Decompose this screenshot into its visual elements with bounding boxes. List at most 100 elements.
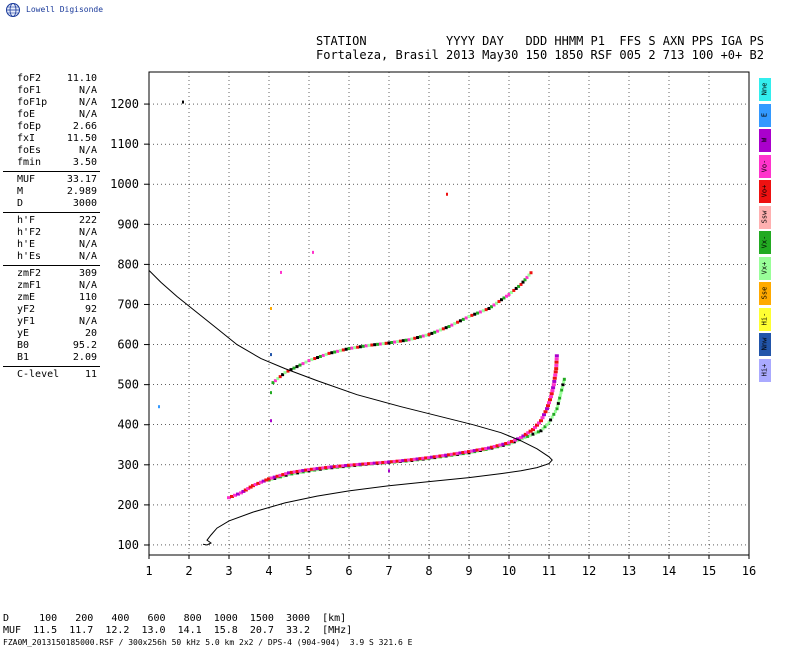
legend-item: Nnw: [759, 333, 771, 356]
o-trace-point: [554, 357, 559, 361]
multiple-trace-point: [509, 290, 513, 294]
y-tick-label: 900: [117, 217, 139, 231]
param-separator: [3, 212, 100, 213]
param-row: zmF1 N/A: [3, 280, 97, 292]
o-trace-point: [309, 467, 314, 471]
param-key: h'F2: [17, 227, 42, 238]
param-row: B0 95.2: [3, 340, 97, 352]
o-trace-point: [301, 469, 306, 473]
legend-item: Vo+: [759, 180, 771, 203]
multiple-trace-point: [316, 356, 320, 360]
o-trace-point: [269, 476, 274, 480]
multiple-trace-point: [398, 339, 402, 343]
o-trace-point: [424, 456, 429, 460]
multiple-trace-point: [523, 278, 527, 282]
o-trace-point: [539, 419, 543, 423]
o-trace-point: [484, 446, 489, 450]
o-trace-point: [554, 354, 559, 358]
x-trace-point: [547, 421, 551, 425]
param-key: B1: [17, 352, 30, 363]
multiple-trace-point: [307, 359, 311, 363]
o-trace-point: [241, 489, 246, 493]
x-trace-point: [528, 433, 532, 437]
o-trace-point: [321, 466, 326, 470]
o-trace-point: [261, 479, 266, 483]
multiple-trace-point: [514, 286, 518, 290]
o-trace-point: [384, 460, 389, 464]
legend-label: Hi-: [760, 312, 769, 325]
o-trace-point: [550, 389, 555, 393]
param-value: N/A: [78, 227, 97, 238]
stray-echo-point: [270, 306, 272, 310]
legend-item: Ssw: [759, 205, 771, 229]
legend-label: Nne: [760, 82, 769, 96]
x-trace-point: [559, 391, 563, 395]
stray-echo-point: [270, 353, 272, 357]
multiple-trace-point: [512, 288, 516, 292]
x-trace-point: [536, 430, 540, 434]
o-trace-point: [298, 469, 303, 473]
legend-label: Hi+: [760, 363, 769, 376]
param-row: M 2.989: [3, 186, 97, 198]
multiple-trace-point: [276, 377, 280, 381]
o-trace-point: [540, 416, 545, 420]
multiple-trace-point: [424, 333, 428, 337]
o-trace-point: [349, 463, 354, 467]
o-trace-point: [504, 442, 509, 446]
multiple-trace-point: [416, 336, 420, 340]
multiple-trace-point: [430, 331, 434, 335]
param-value: 110: [78, 292, 97, 303]
x-tick-label: 11: [542, 564, 556, 578]
o-trace-point: [246, 487, 251, 491]
x-tick-label: 7: [385, 564, 392, 578]
x-tick-label: 12: [582, 564, 596, 578]
multiple-trace-point: [458, 319, 462, 323]
o-trace-point: [475, 448, 480, 452]
y-tick-label: 1000: [110, 177, 139, 191]
legend-item: Vx+: [759, 256, 771, 280]
x-trace-point: [557, 399, 561, 403]
x-tick-label: 4: [265, 564, 272, 578]
y-tick-label: 100: [117, 538, 139, 552]
o-trace-point: [239, 491, 243, 495]
param-row: foEs N/A: [3, 145, 97, 157]
multiple-trace-point: [495, 301, 498, 305]
o-trace-point: [367, 462, 371, 466]
multiple-trace-point: [301, 362, 305, 366]
multiple-trace-point: [347, 347, 351, 351]
o-trace-point: [543, 410, 548, 414]
o-trace-point: [329, 465, 334, 469]
multiple-trace-point: [484, 308, 488, 312]
o-trace-point: [295, 469, 300, 473]
param-row: foE N/A: [3, 109, 97, 121]
o-trace-point: [227, 496, 231, 500]
param-key: h'Es: [17, 251, 42, 262]
o-trace-point: [455, 451, 460, 455]
o-trace-point: [398, 459, 403, 463]
y-tick-label: 1100: [110, 137, 139, 151]
y-tick-label: 500: [117, 378, 139, 392]
o-trace-point: [412, 457, 417, 461]
o-trace-point: [275, 474, 280, 478]
param-key: B0: [17, 340, 30, 351]
param-row: foEp 2.66: [3, 121, 97, 133]
param-value: 2.989: [66, 186, 97, 197]
multiple-trace-point: [418, 335, 422, 339]
multiple-trace-point: [364, 344, 368, 348]
multiple-trace-point: [292, 366, 296, 370]
param-value: 11: [84, 369, 97, 380]
o-trace-point: [381, 460, 386, 464]
multiple-trace-point: [390, 341, 394, 345]
o-trace-point: [375, 461, 380, 465]
param-key: foEp: [17, 121, 42, 132]
multiple-trace-point: [407, 338, 411, 342]
param-value: N/A: [78, 251, 97, 262]
x-trace-point: [562, 380, 566, 384]
muf-value-row: MUF 11.5 11.7 12.2 13.0 14.1 15.8 20.7 3…: [3, 625, 353, 636]
param-key: foF2: [17, 73, 42, 84]
param-value: 11.10: [66, 73, 97, 84]
legend-item: E: [759, 103, 771, 127]
param-key: yE: [17, 328, 30, 339]
multiple-trace-point: [310, 358, 314, 362]
multiple-trace-point: [519, 282, 523, 286]
